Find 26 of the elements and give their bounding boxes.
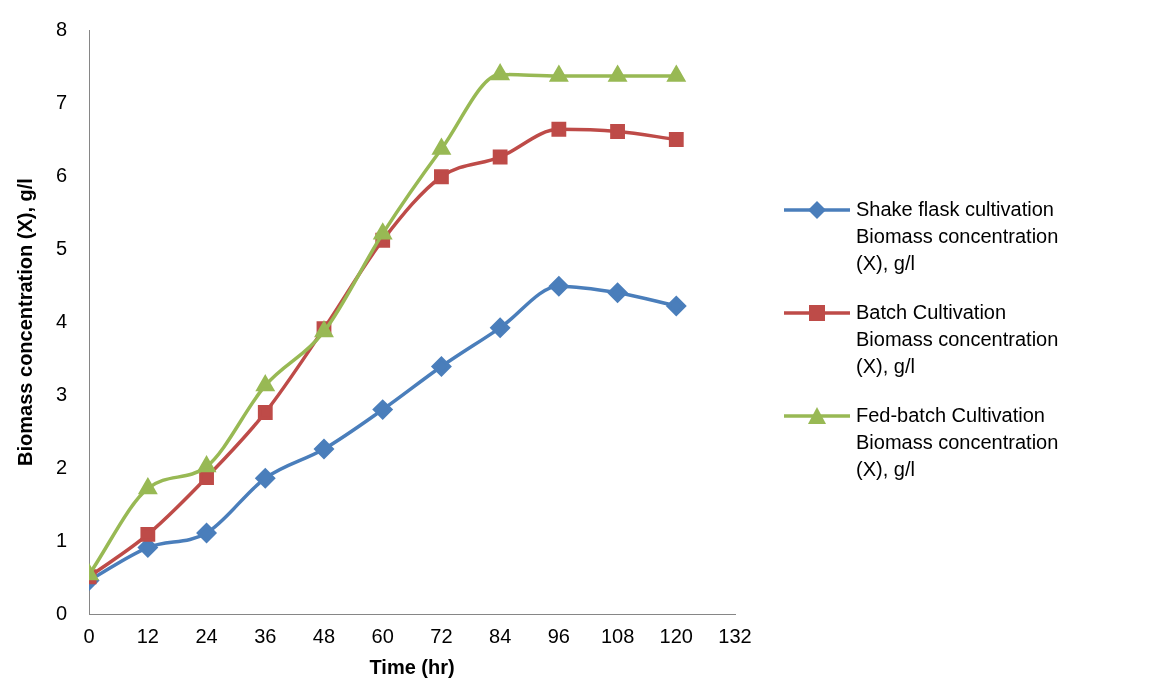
x-tick-label: 96 <box>547 624 570 647</box>
x-tick-label: 84 <box>489 624 512 647</box>
y-tick-label: 0 <box>56 601 68 624</box>
x-tick-label: 12 <box>136 624 159 647</box>
y-tick-label: 8 <box>56 17 68 40</box>
x-tick-label: 120 <box>659 624 693 647</box>
y-tick-label: 3 <box>56 382 68 405</box>
x-tick-label: 48 <box>312 624 336 647</box>
x-tick-label: 72 <box>430 624 453 647</box>
y-tick-label: 4 <box>56 309 68 332</box>
y-tick-label: 5 <box>56 236 68 259</box>
x-tick-label: 0 <box>83 624 95 647</box>
legend-label: Fed-batch Cultivation Biomass concentration (X), g/l <box>856 403 1060 482</box>
y-axis-title: Biomass concentration (X), g/l <box>13 178 36 466</box>
x-tick-label: 132 <box>718 624 752 647</box>
y-tick-label: 7 <box>56 90 68 113</box>
x-tick-label: 108 <box>600 624 635 647</box>
y-tick-label: 6 <box>56 163 68 186</box>
x-axis-title: Time (hr) <box>369 655 455 678</box>
legend-label: Shake flask cultivation Biomass concentration (X), g/l <box>856 197 1060 276</box>
x-tick-label: 24 <box>195 624 218 647</box>
y-tick-label: 2 <box>56 455 68 478</box>
y-tick-label: 1 <box>56 528 68 551</box>
x-tick-label: 60 <box>371 624 394 647</box>
legend-label: Batch Cultivation Biomass concentration (X), g/l <box>856 300 1060 379</box>
x-tick-label: 36 <box>254 624 277 647</box>
